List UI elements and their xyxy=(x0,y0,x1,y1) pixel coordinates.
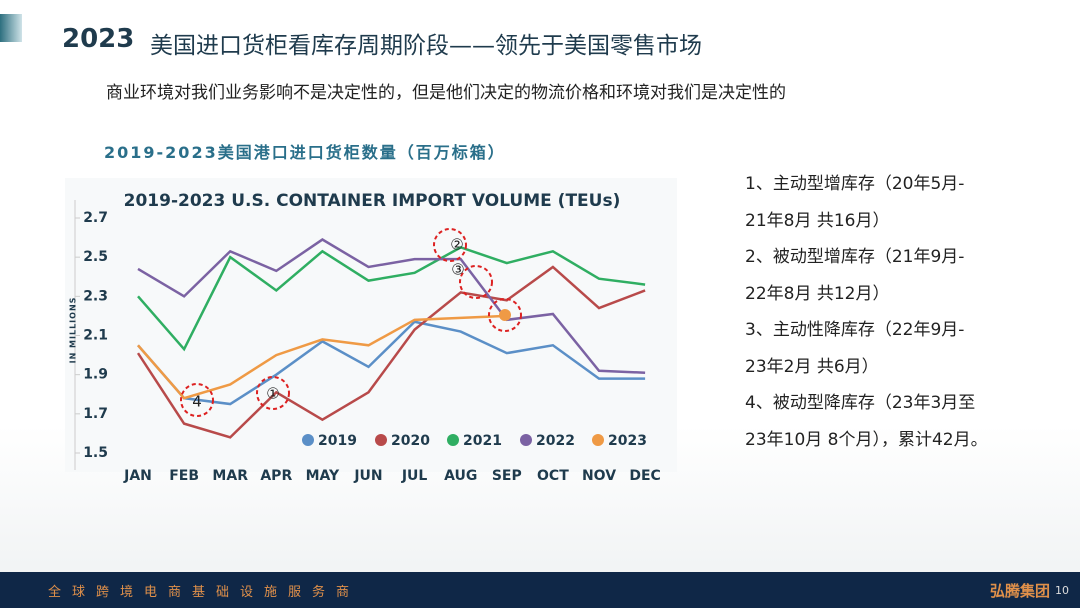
annotation-circle xyxy=(180,383,214,417)
x-tick-label: MAR xyxy=(212,468,248,484)
chart-title: 2019-2023 U.S. CONTAINER IMPORT VOLUME (… xyxy=(124,191,621,211)
x-tick-label: OCT xyxy=(537,468,569,484)
legend-swatch xyxy=(592,434,604,446)
y-tick-label: 1.7 xyxy=(83,406,108,422)
page-number: 10 xyxy=(1055,584,1069,597)
legend-label: 2023 xyxy=(608,433,647,449)
note-line: 22年8月 共12月） xyxy=(745,283,890,304)
x-tick-label: SEP xyxy=(492,468,522,484)
title-year: 2023 xyxy=(62,24,135,54)
x-tick-label: JUN xyxy=(353,468,382,484)
chart-panel xyxy=(65,178,677,472)
series-line xyxy=(137,320,646,406)
x-tick-label: NOV xyxy=(582,468,616,484)
x-tick-label: JUL xyxy=(401,468,428,484)
y-tick-label: 2.7 xyxy=(83,210,108,226)
title: 美国进口货柜看库存周期阶段——领先于美国零售市场 xyxy=(150,33,702,59)
chart: 2019-2023 U.S. CONTAINER IMPORT VOLUME (… xyxy=(65,178,677,484)
x-tick-label: MAY xyxy=(306,468,340,484)
legend-label: 2020 xyxy=(391,433,430,449)
y-tick-label: 2.1 xyxy=(83,328,108,344)
note-line: 1、主动型增库存（20年5月- xyxy=(745,174,965,194)
annotation-label: 4 xyxy=(192,393,202,411)
footer-slogan: 全球跨境电商基础设施服务商 xyxy=(48,585,361,600)
subtitle: 商业环境对我们业务影响不是决定性的，但是他们决定的物流价格和环境对我们是决定性的 xyxy=(106,83,786,103)
note-line: 3、主动性降库存（22年9月- xyxy=(745,320,965,340)
annotation-label: ① xyxy=(266,385,279,403)
y-tick-label: 2.5 xyxy=(83,249,108,265)
legend-label: 2022 xyxy=(536,433,575,449)
x-tick-label: FEB xyxy=(169,468,199,484)
series-line xyxy=(136,265,646,439)
legend-swatch xyxy=(302,434,314,446)
note-line: 4、被动型降库存（23年3月至 xyxy=(745,393,976,413)
annotation-circle xyxy=(459,265,493,299)
note-line: 21年8月 共16月） xyxy=(745,210,890,231)
y-tick-label: 2.3 xyxy=(83,288,108,304)
legend-label: 2019 xyxy=(318,433,357,449)
series-line xyxy=(137,314,507,400)
chart-caption: 2019-2023美国港口进口货柜数量（百万标箱） xyxy=(104,143,506,162)
annotation-label: ② xyxy=(450,236,463,254)
annotation-circle xyxy=(256,376,290,410)
legend-swatch xyxy=(375,434,387,446)
note-line: 23年2月 共6月） xyxy=(745,356,879,377)
y-axis-label: IN MILLIONS xyxy=(69,297,78,364)
x-tick-label: DEC xyxy=(629,468,660,484)
annotation-circle xyxy=(433,228,467,262)
x-tick-label: AUG xyxy=(444,468,477,484)
note-line: 2、被动型增库存（21年9月- xyxy=(745,247,965,267)
legend-label: 2021 xyxy=(463,433,502,449)
accent-bar xyxy=(0,14,22,42)
legend-swatch xyxy=(520,434,532,446)
annotation-label: ③ xyxy=(451,261,464,279)
legend-swatch xyxy=(447,434,459,446)
footer-brand: 弘腾集团 xyxy=(990,582,1051,600)
series-line xyxy=(137,238,646,374)
x-tick-label: APR xyxy=(260,468,292,484)
footer-band xyxy=(0,572,1080,608)
notes: 1、主动型增库存（20年5月- 21年8月 共16月） 2、被动型增库存（21年9月… xyxy=(745,166,988,458)
highlight-dot xyxy=(499,309,511,321)
x-tick-label: JAN xyxy=(123,468,152,484)
y-tick-label: 1.5 xyxy=(83,445,108,461)
y-tick-label: 1.9 xyxy=(83,367,108,383)
note-line: 23年10月 8个月），累计42月。 xyxy=(745,429,988,450)
series-line xyxy=(137,246,646,352)
annotation-circle xyxy=(488,298,522,332)
